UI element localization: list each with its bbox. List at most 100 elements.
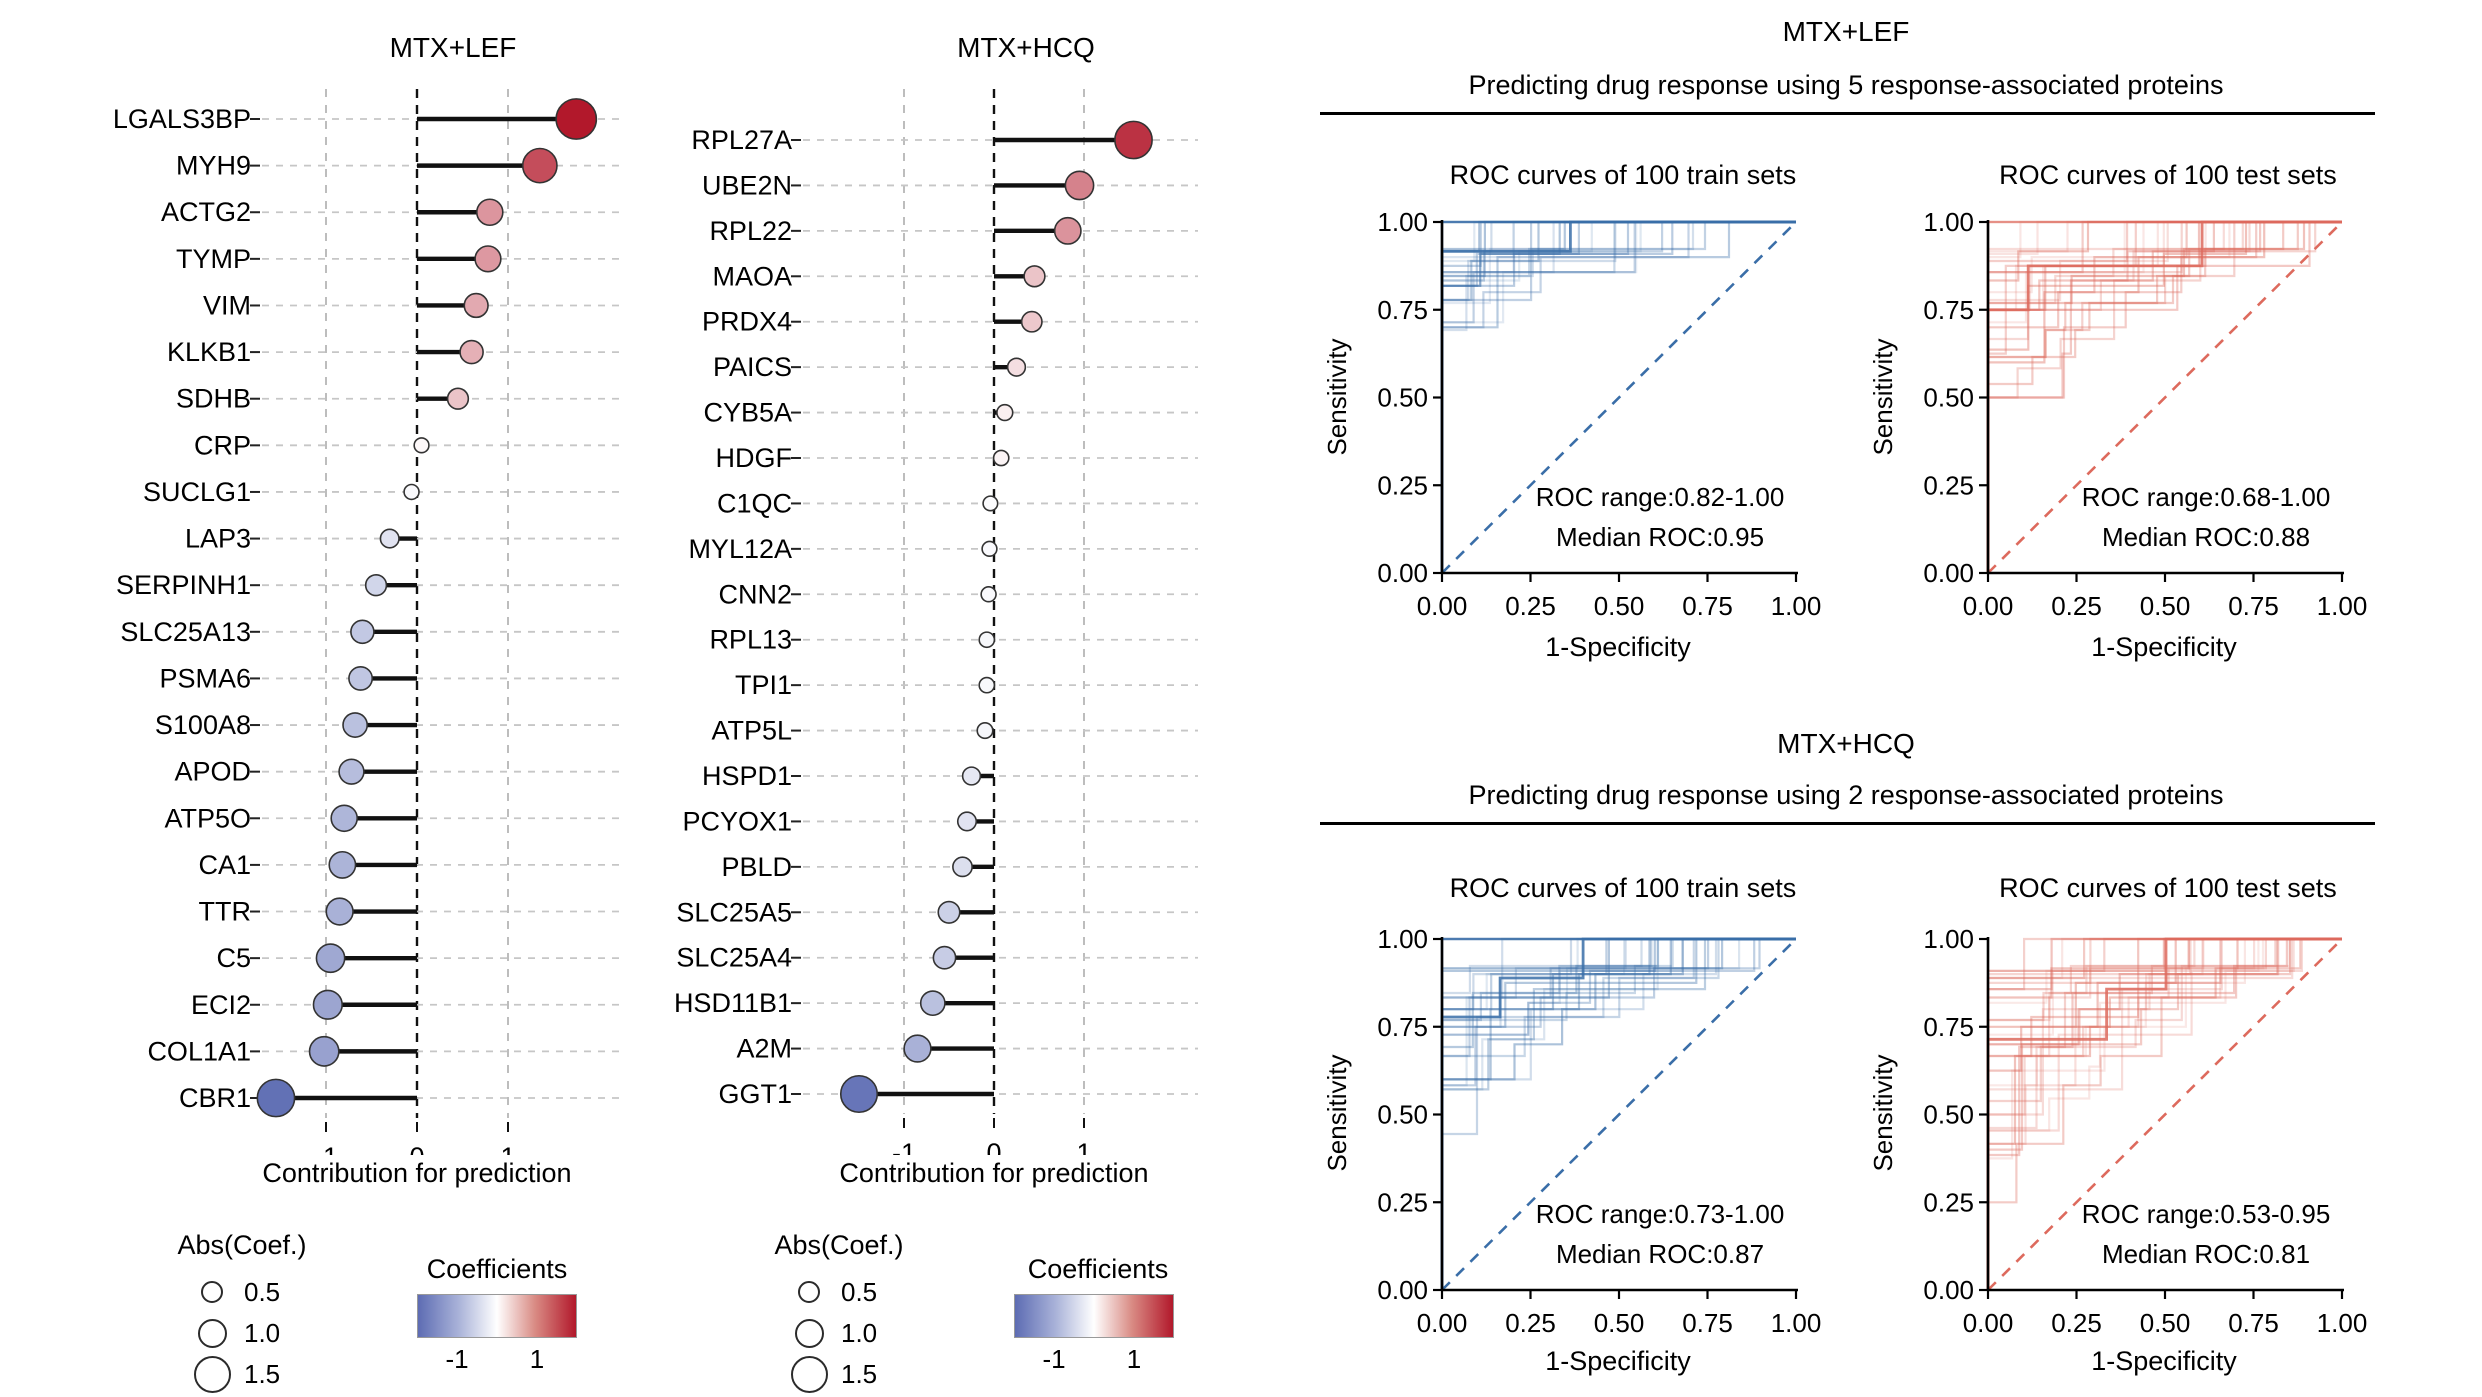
- svg-text:1.00: 1.00: [1771, 591, 1822, 621]
- svg-text:HSPD1: HSPD1: [702, 761, 792, 791]
- svg-text:MYL12A: MYL12A: [688, 534, 792, 564]
- roc-group-divider-lef: [1320, 112, 2375, 115]
- roc-yaxis-label-lef-train: Sensitivity: [1322, 338, 1352, 456]
- svg-text:SUCLG1: SUCLG1: [143, 477, 251, 507]
- svg-text:SLC25A5: SLC25A5: [676, 897, 792, 927]
- svg-text:PBLD: PBLD: [721, 852, 792, 882]
- color-legend-max-label-lef: 1: [529, 1344, 545, 1374]
- roc-title-lef-test: ROC curves of 100 test sets: [1999, 160, 2337, 190]
- roc-annotation-range-lef-test: ROC range:0.68-1.00: [2081, 482, 2331, 512]
- svg-text:0.00: 0.00: [1377, 558, 1428, 588]
- svg-text:LGALS3BP: LGALS3BP: [113, 104, 251, 134]
- svg-text:0.50: 0.50: [1594, 591, 1645, 621]
- svg-text:1.00: 1.00: [2317, 591, 2368, 621]
- svg-text:0.00: 0.00: [1923, 558, 1974, 588]
- roc-title-hcq-test: ROC curves of 100 test sets: [1999, 873, 2337, 903]
- svg-text:PRDX4: PRDX4: [702, 307, 792, 337]
- color-legend-gradient-hcq: [1014, 1294, 1174, 1338]
- size-legend-label-large: 1.5: [841, 1359, 878, 1389]
- svg-text:HSD11B1: HSD11B1: [674, 988, 792, 1018]
- svg-text:PAICS: PAICS: [713, 352, 792, 382]
- svg-text:ACTG2: ACTG2: [161, 197, 251, 227]
- roc-xaxis-label-hcq-test: 1-Specificity: [2091, 1346, 2237, 1376]
- roc-chart-hcq-test: 0.000.00 0.25 0.25 0.50 0.50 0.75 0.75 1.00 1.00: [1923, 924, 2368, 1338]
- svg-text:MYH9: MYH9: [176, 151, 251, 181]
- svg-text:0.75: 0.75: [1682, 591, 1733, 621]
- roc-yaxis-label-hcq-test: Sensitivity: [1868, 1054, 1898, 1172]
- svg-text:0.50: 0.50: [1377, 383, 1428, 413]
- svg-text:RPL22: RPL22: [709, 216, 792, 246]
- svg-text:HDGF: HDGF: [716, 443, 793, 473]
- size-legend-label-small: 0.5: [244, 1277, 281, 1307]
- svg-text:0.00: 0.00: [1417, 591, 1468, 621]
- svg-text:1: 1: [1076, 1138, 1091, 1155]
- color-legend-min-label-lef: -1: [445, 1344, 469, 1374]
- svg-text:0.00: 0.00: [1963, 1308, 2014, 1338]
- roc-yaxis-label-hcq-train: Sensitivity: [1322, 1054, 1352, 1172]
- svg-text:PCYOX1: PCYOX1: [682, 806, 792, 836]
- roc-annotation-range-hcq-test: ROC range:0.53-0.95: [2081, 1199, 2331, 1229]
- svg-text:TPI1: TPI1: [735, 670, 792, 700]
- svg-text:CRP: CRP: [194, 430, 251, 460]
- lollipop-xaxis-label-lef: Contribution for prediction: [262, 1158, 572, 1188]
- size-legend-label-medium: 1.0: [244, 1318, 281, 1348]
- svg-text:0.75: 0.75: [1923, 1012, 1974, 1042]
- svg-text:1.00: 1.00: [2317, 1308, 2368, 1338]
- color-legend-title-lef: Coefficients: [426, 1254, 568, 1284]
- svg-text:CYB5A: CYB5A: [703, 398, 792, 428]
- roc-chart-hcq-train: 0.000.00 0.25 0.25 0.50 0.50 0.75 0.75 1.00 1.00: [1377, 924, 1821, 1338]
- svg-text:ECI2: ECI2: [191, 990, 251, 1020]
- roc-xaxis-label-lef-test: 1-Specificity: [2091, 632, 2237, 662]
- svg-text:0.75: 0.75: [2228, 591, 2279, 621]
- svg-text:0.25: 0.25: [1505, 591, 1556, 621]
- svg-text:-1: -1: [892, 1138, 916, 1155]
- svg-text:CBR1: CBR1: [179, 1083, 251, 1113]
- svg-text:VIM: VIM: [203, 290, 251, 320]
- roc-group-divider-hcq: [1320, 822, 2375, 825]
- svg-text:0.25: 0.25: [1377, 1187, 1428, 1217]
- svg-text:0.25: 0.25: [1505, 1308, 1556, 1338]
- roc-group-title-hcq: MTX+HCQ: [1777, 728, 1915, 759]
- roc-yaxis-label-lef-test: Sensitivity: [1868, 338, 1898, 456]
- color-legend-max-label-hcq: 1: [1126, 1344, 1142, 1374]
- svg-text:GGT1: GGT1: [718, 1079, 792, 1109]
- svg-text:0: 0: [409, 1142, 424, 1155]
- svg-text:1.00: 1.00: [1377, 207, 1428, 237]
- svg-text:0.50: 0.50: [2140, 1308, 2191, 1338]
- size-legend-title-lef: Abs(Coef.): [177, 1230, 307, 1260]
- svg-text:RPL13: RPL13: [709, 625, 792, 655]
- svg-text:ATP5L: ATP5L: [711, 716, 792, 746]
- svg-text:SLC25A4: SLC25A4: [676, 943, 792, 973]
- roc-annotation-median-lef-train: Median ROC:0.95: [1555, 522, 1765, 552]
- svg-text:COL1A1: COL1A1: [147, 1036, 251, 1066]
- svg-text:APOD: APOD: [174, 757, 251, 787]
- color-legend-min-label-hcq: -1: [1042, 1344, 1066, 1374]
- svg-text:0.00: 0.00: [1963, 591, 2014, 621]
- svg-text:0.75: 0.75: [1377, 295, 1428, 325]
- svg-text:RPL27A: RPL27A: [691, 125, 792, 155]
- svg-text:0.25: 0.25: [1923, 470, 1974, 500]
- svg-text:SERPINH1: SERPINH1: [116, 570, 251, 600]
- color-legend-gradient-lef: [417, 1294, 577, 1338]
- roc-xaxis-label-hcq-train: 1-Specificity: [1545, 1346, 1691, 1376]
- size-legend-circle-large: [194, 1356, 231, 1393]
- roc-chart-lef-train: 0.000.00 0.25 0.25 0.50 0.50 0.75 0.75 1.00 1.00: [1377, 207, 1822, 621]
- svg-text:PSMA6: PSMA6: [159, 663, 251, 693]
- svg-text:UBE2N: UBE2N: [702, 170, 792, 200]
- size-legend-circle-small: [798, 1281, 820, 1303]
- svg-text:1: 1: [500, 1142, 515, 1155]
- size-legend-circle-large: [791, 1356, 828, 1393]
- svg-text:1.00: 1.00: [1923, 924, 1974, 954]
- svg-text:CA1: CA1: [198, 850, 251, 880]
- svg-text:1.00: 1.00: [1377, 924, 1428, 954]
- size-legend-label-medium: 1.0: [841, 1318, 878, 1348]
- size-legend-circle-small: [201, 1281, 223, 1303]
- roc-annotation-range-hcq-train: ROC range:0.73-1.00: [1535, 1199, 1785, 1229]
- roc-title-hcq-train: ROC curves of 100 train sets: [1449, 873, 1797, 903]
- lollipop-title-mtx-lef: MTX+LEF: [389, 32, 517, 63]
- svg-text:MAOA: MAOA: [712, 261, 792, 291]
- svg-text:0.00: 0.00: [1377, 1275, 1428, 1305]
- svg-text:SDHB: SDHB: [176, 384, 251, 414]
- roc-group-subtitle-lef: Predicting drug response using 5 respons…: [1468, 70, 2224, 100]
